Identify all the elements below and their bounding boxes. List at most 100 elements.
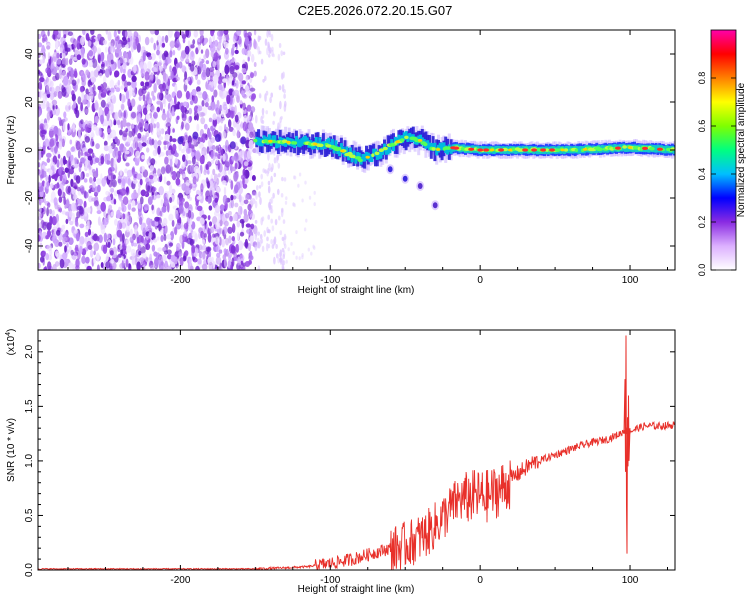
ridge-mid [428, 142, 431, 151]
noise-speckle [125, 150, 130, 155]
noise-speckle [247, 203, 252, 211]
noise-speckle [254, 229, 258, 237]
noise-speckle [92, 141, 95, 147]
noise-speckle [100, 99, 106, 108]
ridge-outer [388, 135, 392, 152]
noise-speckle [224, 64, 230, 75]
noise-speckle [94, 157, 100, 163]
noise-speckle [221, 180, 227, 186]
noise-speckle [160, 86, 163, 94]
noise-speckle [200, 183, 204, 193]
noise-speckle [301, 198, 304, 203]
colorbar-frame [710, 29, 737, 271]
noise-speckle [139, 178, 143, 186]
noise-speckle [71, 79, 77, 86]
noise-speckle [144, 122, 149, 131]
noise-speckle [153, 251, 158, 257]
noise-speckle [197, 38, 201, 43]
noise-speckle [150, 72, 154, 81]
noise-speckle [156, 236, 160, 241]
noise-speckle [63, 34, 67, 39]
ridge-mid [300, 138, 304, 146]
noise-speckle [278, 85, 282, 91]
noise-speckle [156, 44, 160, 52]
noise-speckle [251, 93, 256, 100]
noise-speckle [121, 181, 126, 191]
noise-speckle [208, 131, 212, 140]
noise-speckle [98, 39, 102, 45]
noise-speckle [179, 234, 184, 244]
noise-speckle [216, 41, 222, 51]
noise-speckle [201, 245, 208, 251]
spectrogram-x-axis-label: Height of straight line (km) [298, 285, 415, 296]
noise-speckle [279, 116, 283, 123]
noise-speckle [268, 53, 271, 58]
noise-speckle [131, 75, 137, 83]
noise-speckle [181, 121, 184, 130]
noise-speckle [79, 85, 84, 93]
ridge-mid [339, 143, 343, 151]
noise-speckle [100, 63, 105, 70]
noise-speckle [96, 264, 100, 270]
ridge-core [352, 154, 356, 159]
noise-speckle [277, 188, 280, 195]
noise-speckle [232, 91, 236, 96]
snr-x-tick-label: -100 [320, 575, 340, 586]
noise-speckle [237, 258, 241, 266]
noise-speckle [161, 112, 167, 121]
noise-speckle [249, 235, 255, 243]
ridge-mid [420, 137, 424, 146]
snr-x-axis-label: Height of straight line (km) [298, 584, 415, 595]
noise-speckle [176, 90, 183, 99]
noise-speckle [154, 216, 160, 222]
ridge-mid [654, 145, 658, 153]
ridge-outer [350, 144, 354, 161]
noise-speckle [62, 178, 66, 186]
noise-speckle [112, 234, 118, 240]
noise-speckle [243, 114, 248, 121]
noise-speckle [75, 265, 80, 270]
noise-speckle [176, 171, 181, 179]
noise-speckle [71, 226, 75, 231]
noise-speckle [125, 122, 131, 127]
noise-speckle [41, 44, 45, 54]
noise-speckle [50, 147, 54, 152]
noise-speckle [278, 43, 282, 48]
noise-speckle [159, 152, 165, 157]
noise-speckle [131, 200, 136, 207]
noise-speckle [242, 168, 246, 177]
noise-speckle [66, 198, 70, 208]
noise-speckle [172, 143, 177, 152]
noise-speckle [63, 111, 67, 119]
noise-speckle [212, 74, 219, 84]
noise-speckle [267, 201, 271, 209]
noise-speckle [104, 154, 108, 165]
noise-speckle [208, 205, 213, 211]
spectrogram-tone-ridge [177, 125, 675, 211]
noise-speckle [159, 210, 163, 217]
noise-speckle [151, 204, 154, 211]
noise-speckle [234, 114, 239, 123]
ridge-hotspot [540, 148, 547, 152]
noise-speckle [144, 100, 148, 107]
noise-speckle [58, 241, 63, 247]
noise-speckle [103, 140, 108, 147]
noise-speckle [184, 250, 189, 257]
noise-speckle [44, 138, 50, 147]
noise-speckle [152, 95, 156, 101]
ridge-mid [348, 147, 352, 156]
ridge-outer [433, 145, 437, 162]
ridge-core [293, 141, 298, 145]
noise-speckle [217, 213, 221, 223]
noise-speckle [223, 90, 228, 97]
noise-speckle [168, 242, 174, 247]
noise-speckle [39, 204, 42, 214]
noise-speckle [212, 118, 218, 127]
noise-speckle [188, 142, 192, 149]
noise-speckle [134, 125, 138, 136]
noise-speckle [196, 205, 203, 212]
noise-speckle [236, 232, 240, 241]
noise-speckle [80, 150, 84, 157]
noise-speckle [63, 196, 66, 206]
noise-speckle [148, 175, 154, 180]
